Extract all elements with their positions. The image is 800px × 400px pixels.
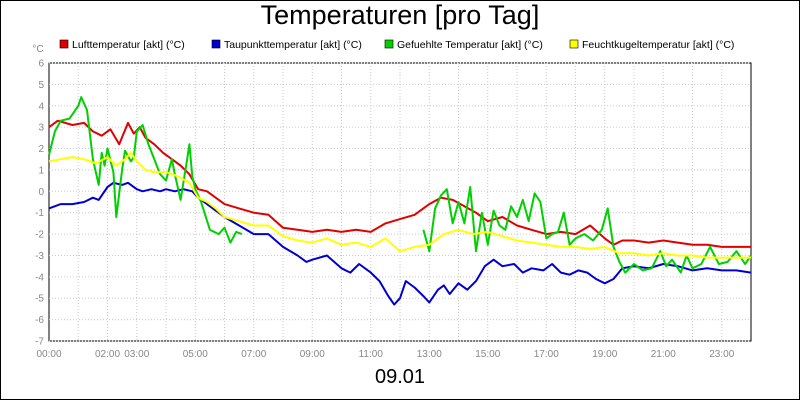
- x-tick-label-5: 09:00: [300, 349, 325, 360]
- x-tick-label-0: 00:00: [36, 349, 61, 360]
- y-tick-label-12: -6: [35, 315, 44, 326]
- x-tick-label-11: 21:00: [651, 349, 676, 360]
- legend-label-2: Gefuehlte Temperatur [akt] (°C): [397, 39, 543, 51]
- legend-label-1: Taupunkttemperatur [akt] (°C): [224, 39, 362, 51]
- y-tick-label-6: 0: [38, 187, 44, 198]
- y-tick-labels: 6 5 4 3 2 1 0 -1 -2 -3 -4 -5 -6 -7: [35, 59, 44, 348]
- legend-swatch-0: [59, 39, 69, 49]
- x-tick-labels: 00:00 02:00 03:00 05:00 07:00 09:00 11:00 13:00…: [36, 349, 734, 360]
- series-line-3: [48, 151, 751, 259]
- y-tick-label-5: 1: [38, 165, 44, 176]
- x-tick-label-10: 19:00: [592, 349, 617, 360]
- x-tick-label-2: 03:00: [124, 349, 149, 360]
- legend-label-0: Lufttemperatur [akt] (°C): [72, 39, 185, 51]
- y-tick-label-9: -3: [35, 251, 44, 262]
- legend-swatch-2: [384, 39, 394, 49]
- y-tick-label-4: 2: [38, 144, 44, 155]
- legend-label-3: Feuchtkugeltemperatur [akt] (°C): [582, 39, 734, 51]
- series-line-1: [48, 181, 752, 306]
- x-tick-label-9: 17:00: [534, 349, 559, 360]
- y-tick-label-1: 5: [38, 80, 44, 91]
- legend-swatch-3: [569, 39, 579, 49]
- y-tick-label-2: 4: [38, 101, 44, 112]
- y-tick-label-8: -2: [35, 230, 44, 241]
- x-tick-label-4: 07:00: [241, 349, 266, 360]
- x-tick-label-1: 02:00: [95, 349, 120, 360]
- chart-title: Temperaturen [pro Tag]: [260, 0, 540, 30]
- x-tick-label-8: 15:00: [475, 349, 500, 360]
- series-line-2: [48, 96, 752, 274]
- series-lines: [48, 96, 752, 306]
- y-axis-unit: °C: [32, 44, 43, 55]
- y-tick-label-13: -7: [35, 337, 44, 348]
- grid: [49, 62, 751, 342]
- y-tick-label-7: -1: [35, 208, 44, 219]
- x-tick-label-6: 11:00: [359, 349, 384, 360]
- y-tick-label-0: 6: [38, 59, 44, 70]
- legend-swatch-1: [211, 39, 221, 49]
- y-tick-label-11: -5: [35, 294, 44, 305]
- y-tick-label-3: 3: [38, 123, 44, 134]
- date-caption: 09.01: [374, 366, 426, 388]
- x-tick-label-3: 05:00: [183, 349, 208, 360]
- x-tick-label-12: 23:00: [709, 349, 734, 360]
- x-tick-label-7: 13:00: [417, 349, 442, 360]
- y-tick-label-10: -4: [35, 272, 44, 283]
- legend: Lufttemperatur [akt] (°C) Taupunkttempera…: [59, 39, 734, 51]
